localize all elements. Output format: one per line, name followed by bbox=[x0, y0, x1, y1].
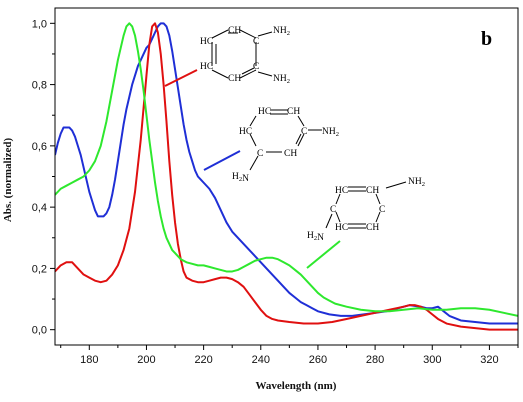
y-tick-label: 0,2 bbox=[32, 263, 47, 275]
x-tick-label: 200 bbox=[137, 354, 155, 366]
mol2-ring-label-top-1: HC bbox=[258, 107, 271, 117]
mol1-ring-label-right-2: C bbox=[253, 62, 259, 72]
spectrum-line-2 bbox=[55, 22, 518, 331]
mol3-ring-label-bottom-2: CH bbox=[366, 223, 379, 233]
mol2-ring-label-top-2: CH bbox=[287, 107, 300, 117]
mol3-substituent-2: H2N bbox=[307, 231, 324, 243]
mol1-ring-label-left-1: HC bbox=[200, 37, 213, 47]
mol2-ring-label-bottom-2: CH bbox=[284, 149, 297, 159]
mol3-ring-label-top-2: CH bbox=[366, 186, 379, 196]
x-tick-label: 260 bbox=[309, 354, 327, 366]
x-tick-label: 240 bbox=[252, 354, 270, 366]
mol1-ring-label-bottom: CH bbox=[228, 74, 241, 84]
molecule-para-diamine-ring bbox=[325, 181, 407, 229]
mol3-ring-label-left: C bbox=[330, 205, 336, 215]
mol2-ring-label-left: HC bbox=[239, 127, 252, 137]
mol1-ring-label-right-1: C bbox=[253, 37, 259, 47]
mol1-substituent-2: NH2 bbox=[273, 74, 290, 85]
mol1-leader-line bbox=[164, 69, 198, 87]
molecule-ortho-diamine-ring bbox=[211, 29, 273, 79]
molecule-meta-diamine-ring bbox=[249, 109, 322, 171]
mol2-substituent-2: H2N bbox=[232, 172, 249, 184]
x-tick-label: 280 bbox=[366, 354, 384, 366]
x-axis-ticks: 180 200 220 240 260 280 300 320 bbox=[60, 345, 519, 366]
mol3-ring-label-right: C bbox=[379, 205, 385, 215]
mol1-ring-label-top: CH bbox=[228, 26, 241, 36]
mol2-ring-label-right: C bbox=[301, 127, 307, 137]
y-tick-label: 0,4 bbox=[32, 202, 47, 214]
y-tick-label: 1,0 bbox=[32, 18, 47, 30]
y-tick-label: 0,8 bbox=[32, 80, 47, 92]
y-axis-ticks: 0,0 0,2 0,4 0,6 0,8 1,0 bbox=[32, 18, 55, 337]
mol2-leader-line bbox=[203, 150, 241, 171]
mol2-ring-label-bottom-1: C bbox=[257, 149, 263, 159]
x-tick-label: 320 bbox=[480, 354, 498, 366]
panel-label: b bbox=[481, 28, 492, 50]
y-tick-label: 0,0 bbox=[32, 325, 47, 337]
x-tick-label: 300 bbox=[423, 354, 441, 366]
spectrum-line-3 bbox=[55, 22, 518, 317]
y-tick-label: 0,6 bbox=[32, 141, 47, 153]
mol1-substituent-1: NH2 bbox=[273, 26, 290, 37]
molecule-meta-diamine: HC CH HC C C CH NH2 H2N bbox=[203, 107, 339, 184]
mol3-substituent-1: NH2 bbox=[408, 177, 425, 188]
molecule-para-diamine: HC CH C C HC CH NH2 H2N bbox=[306, 177, 425, 269]
spectra-curves bbox=[55, 22, 518, 331]
mol3-ring-label-bottom-1: HC bbox=[335, 223, 348, 233]
mol3-leader-line bbox=[306, 240, 341, 269]
molecule-ortho-diamine: CH HC HC CH C C NH2 NH2 bbox=[164, 26, 290, 87]
mol2-substituent-1: NH2 bbox=[322, 127, 339, 138]
x-axis-title: Wavelength (nm) bbox=[256, 380, 337, 392]
x-tick-label: 220 bbox=[194, 354, 212, 366]
mol3-ring-label-top-1: HC bbox=[335, 186, 348, 196]
mol1-ring-label-left-2: HC bbox=[200, 62, 213, 72]
x-tick-label: 180 bbox=[80, 354, 98, 366]
y-axis-title: Abs. (normalized) bbox=[2, 138, 14, 223]
spectrum-line-1 bbox=[55, 22, 518, 325]
